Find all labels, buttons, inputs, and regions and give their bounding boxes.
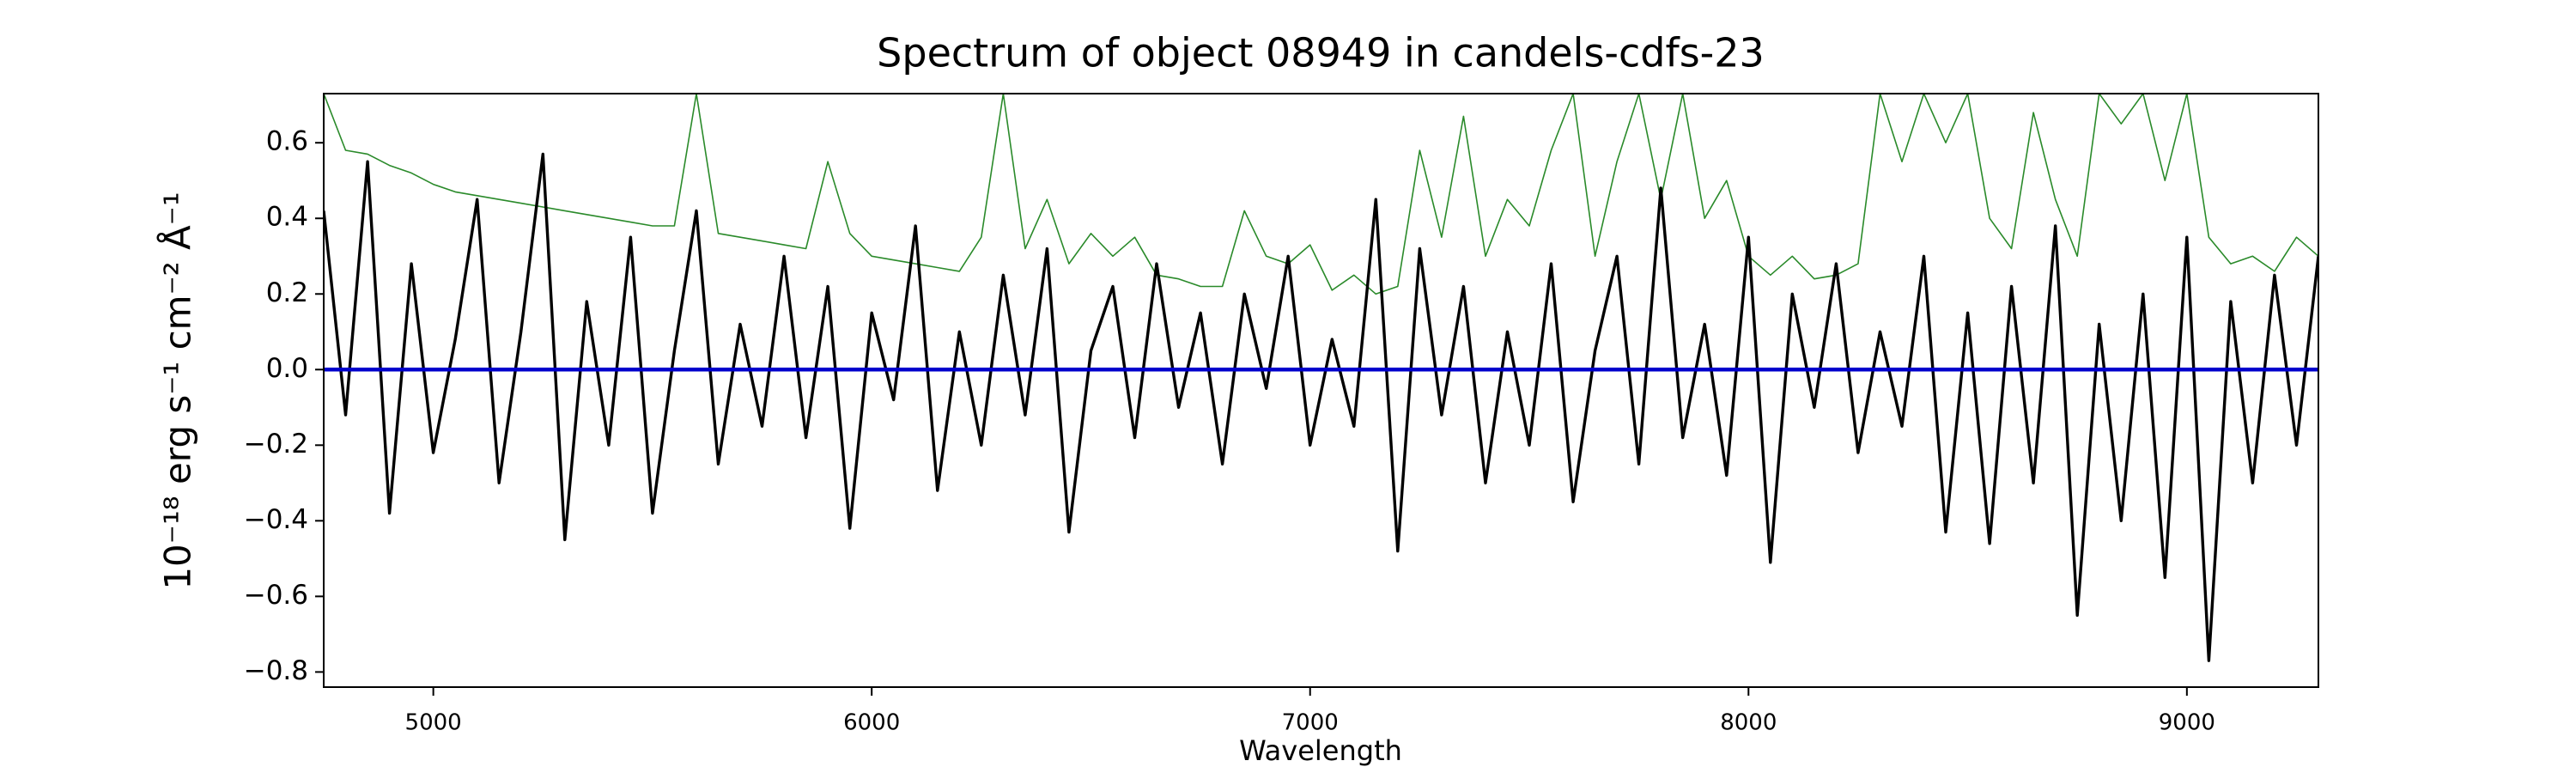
x-tick-label: 5000	[405, 710, 462, 736]
y-tick-label: −0.8	[244, 655, 308, 686]
y-tick-label: −0.2	[244, 429, 308, 460]
x-axis-label: Wavelength	[1239, 734, 1402, 767]
y-tick-label: 0.2	[266, 277, 308, 308]
x-tick-label: 6000	[843, 710, 900, 736]
chart-title: Spectrum of object 08949 in candels-cdfs…	[877, 30, 1765, 76]
series-line	[324, 152, 2318, 662]
y-tick-label: −0.6	[244, 580, 308, 611]
x-tick-label: 9000	[2159, 710, 2215, 736]
plot-area	[324, 94, 2318, 662]
x-tick-label: 7000	[1282, 710, 1339, 736]
y-tick-label: 0.0	[266, 353, 308, 384]
series-line	[324, 94, 2318, 295]
x-tick-label: 8000	[1720, 710, 1777, 736]
y-tick-label: 0.4	[266, 202, 308, 233]
y-tick-label: −0.4	[244, 504, 308, 535]
axes-frame	[323, 93, 2319, 688]
y-axis-label: 10⁻¹⁸ erg s⁻¹ cm⁻² Å⁻¹	[156, 192, 199, 589]
y-tick-label: 0.6	[266, 126, 308, 157]
